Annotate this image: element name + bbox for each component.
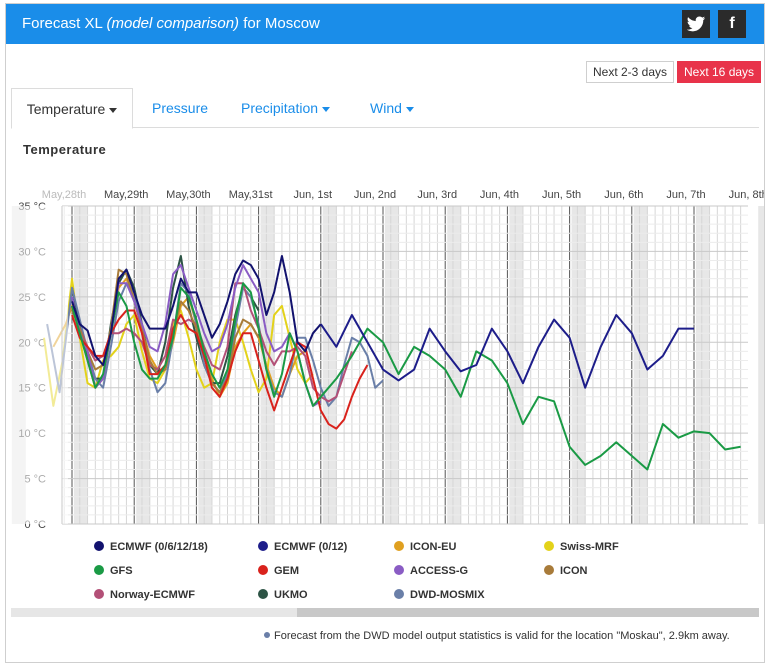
widget-title: Forecast XL (model comparison) for Mosco… — [22, 15, 320, 32]
series-group — [43, 254, 741, 471]
series-line-ecmwf-0-12 — [319, 314, 694, 389]
legend-label: ICON-EU — [410, 541, 457, 553]
legend-item[interactable]: ECMWF (0/12) — [258, 539, 347, 555]
night-band — [509, 206, 524, 524]
legend-dot-icon — [258, 565, 268, 576]
tab-pressure-label: Pressure — [152, 100, 209, 116]
legend-dot-icon — [394, 565, 404, 576]
legend-label: ECMWF (0/12) — [274, 541, 348, 553]
legend-label: Norway-ECMWF — [110, 589, 195, 601]
tab-precipitation[interactable]: Precipitation — [241, 88, 331, 129]
legend-item[interactable]: ACCESS-G — [394, 563, 468, 579]
series-line-gfs — [71, 282, 741, 471]
history-fade — [6, 206, 68, 524]
legend-label: DWD-MOSMIX — [410, 589, 485, 601]
facebook-icon[interactable]: f — [718, 10, 746, 38]
legend-item[interactable]: ECMWF (0/6/12/18) — [94, 539, 208, 555]
legend-dot-icon — [544, 565, 554, 576]
tab-temperature-label: Temperature — [26, 101, 106, 117]
twitter-bird-icon — [686, 16, 706, 32]
legend-dot-icon — [544, 541, 554, 552]
legend-label: Swiss-MRF — [560, 541, 619, 553]
title-main: Forecast XL — [22, 15, 103, 32]
legend-item[interactable]: Norway-ECMWF — [94, 587, 195, 603]
x-day-label: Jun, 1st — [294, 189, 333, 201]
tab-pressure[interactable]: Pressure — [152, 88, 208, 129]
title-emphasis: (model comparison) — [106, 15, 240, 32]
twitter-icon[interactable] — [682, 10, 710, 38]
legend-item[interactable]: UKMO — [258, 587, 308, 603]
legend-dot-icon — [94, 589, 104, 600]
series-line-ecmwf-0-6-12-18 — [71, 254, 322, 366]
night-band — [447, 206, 462, 524]
legend-label: GFS — [110, 565, 133, 577]
x-day-label: May,29th — [104, 189, 148, 201]
legend-label: ECMWF (0/6/12/18) — [110, 541, 208, 553]
tab-temperature[interactable]: Temperature — [11, 88, 133, 129]
forecast-widget: Forecast XL (model comparison) for Mosco… — [5, 3, 765, 663]
legend-label: GEM — [274, 565, 300, 577]
chevron-down-icon — [322, 106, 331, 112]
title-bar: Forecast XL (model comparison) for Mosco… — [6, 4, 764, 44]
night-band — [74, 206, 88, 524]
legend-item[interactable]: ICON-EU — [394, 539, 456, 555]
legend-item[interactable]: Swiss-MRF — [544, 539, 619, 555]
tab-wind-label: Wind — [370, 100, 402, 116]
chevron-down-icon — [109, 107, 118, 113]
x-day-label: Jun, 5th — [542, 189, 581, 201]
x-day-label: May,31st — [229, 189, 273, 201]
legend-dot-icon — [94, 565, 104, 576]
temperature-chart: 0 °C5 °C10 °C15 °C20 °C25 °C30 °C35 °CMa… — [6, 189, 764, 531]
range-16-days-button[interactable]: Next 16 days — [677, 61, 762, 83]
x-day-label: May,30th — [166, 189, 210, 201]
chart-scrollbar[interactable] — [11, 608, 759, 617]
x-day-label: May,28th — [42, 189, 86, 201]
x-day-label: Jun, 6th — [604, 189, 643, 201]
x-day-label: Jun, 2nd — [354, 189, 396, 201]
night-band — [758, 206, 764, 524]
series-line-norway-ecmwf — [71, 282, 353, 403]
title-location: for Moscow — [243, 15, 320, 32]
legend-item[interactable]: GFS — [94, 563, 133, 579]
night-band — [136, 206, 151, 524]
night-band — [322, 206, 337, 524]
legend-dot-icon — [94, 541, 104, 552]
bullet-dot-icon — [264, 632, 270, 639]
scrollbar-thumb[interactable] — [297, 608, 759, 617]
legend-label: ICON — [560, 565, 588, 577]
range-2-3-days-button[interactable]: Next 2-3 days — [586, 61, 675, 83]
tab-wind[interactable]: Wind — [370, 88, 414, 129]
night-band — [696, 206, 710, 524]
legend-item[interactable]: DWD-MOSMIX — [394, 587, 485, 603]
legend-dot-icon — [394, 589, 404, 600]
tab-precipitation-label: Precipitation — [241, 100, 319, 116]
chart-section-title: Temperature — [23, 142, 107, 157]
legend-item[interactable]: ICON — [544, 563, 588, 579]
x-day-label: Jun, 4th — [480, 189, 519, 201]
legend-item[interactable]: GEM — [258, 563, 299, 579]
legend-label: ACCESS-G — [410, 565, 469, 577]
legend-dot-icon — [258, 541, 268, 552]
facebook-glyph: f — [729, 15, 735, 32]
footnote: Forecast from the DWD model output stati… — [264, 630, 730, 642]
x-day-label: Jun, 8th — [729, 189, 764, 201]
night-band — [633, 206, 648, 524]
x-day-label: Jun, 7th — [666, 189, 705, 201]
legend-dot-icon — [258, 589, 268, 600]
footnote-text: Forecast from the DWD model output stati… — [274, 630, 730, 642]
chevron-down-icon — [405, 106, 414, 112]
x-day-label: Jun, 3rd — [417, 189, 457, 201]
legend-dot-icon — [394, 541, 404, 552]
chart-tabs: Temperature Pressure Precipitation Wind — [11, 88, 759, 129]
night-band — [385, 206, 399, 524]
legend-label: UKMO — [274, 589, 308, 601]
